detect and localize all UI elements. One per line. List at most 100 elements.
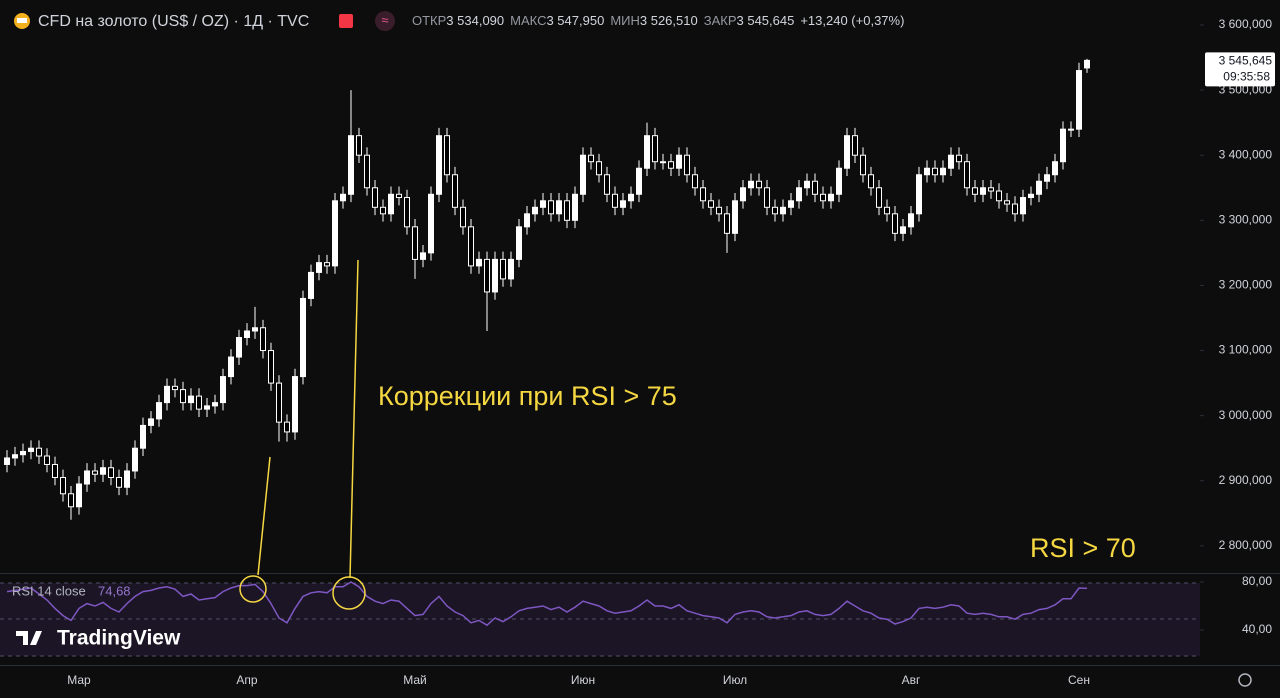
candle-body <box>820 193 826 202</box>
candle-body <box>484 258 490 293</box>
candle-body <box>716 206 722 215</box>
legend-value: 74,68 <box>98 583 131 598</box>
candle-body <box>444 135 450 176</box>
candle-body <box>660 161 666 164</box>
candle-body <box>1060 128 1066 163</box>
candle-body <box>740 187 746 202</box>
candle-body <box>252 327 258 332</box>
candle-body <box>908 213 914 228</box>
candle-body <box>276 382 282 423</box>
candle-body <box>1076 70 1082 130</box>
last-price-time: 09:35:58 <box>1223 70 1270 84</box>
y-tick-label: 3 300,000 <box>1219 212 1273 226</box>
candle-body <box>644 135 650 169</box>
candle-body <box>620 200 626 208</box>
candle-body <box>468 226 474 267</box>
candle-body <box>812 180 818 195</box>
candle-body <box>364 154 370 189</box>
candle-body <box>996 190 1002 202</box>
rsi-line <box>6 581 1088 627</box>
legend-name: RSI 14 close <box>12 583 86 598</box>
candle-body <box>460 206 466 228</box>
candle-body <box>796 187 802 202</box>
candle-body <box>428 193 434 254</box>
candle-body <box>548 200 554 215</box>
candle-body <box>916 174 922 215</box>
candle-body <box>92 470 98 475</box>
logo-icon <box>16 631 42 645</box>
indicator-icon <box>375 11 395 31</box>
candle-body <box>668 161 674 169</box>
candle-body <box>764 187 770 208</box>
ohlc-value: 3 547,950 <box>546 13 604 28</box>
candle-body <box>772 206 778 215</box>
candle-body <box>220 376 226 404</box>
candle-body <box>44 455 50 465</box>
candle-body <box>876 187 882 208</box>
x-tick-label: Сен <box>1068 673 1090 687</box>
pointer-line <box>349 259 359 579</box>
candle-body <box>524 213 530 228</box>
logo: TradingView <box>57 627 181 650</box>
candle-body <box>684 154 690 176</box>
annotation: RSI > 70 <box>1030 533 1136 563</box>
candle-body <box>124 470 130 488</box>
candle-body <box>700 187 706 202</box>
candle-body <box>532 206 538 215</box>
candle-body <box>244 330 250 339</box>
candle-body <box>780 206 786 215</box>
symbol-icon-bar <box>17 18 27 23</box>
candle-body <box>836 167 842 195</box>
y-tick-label: 40,00 <box>1242 622 1272 636</box>
candle-body <box>948 154 954 169</box>
candle-body <box>508 258 514 280</box>
highlight-circle <box>239 575 267 603</box>
candle-body <box>36 447 42 457</box>
candle-body <box>1020 197 1026 215</box>
candle-body <box>52 463 58 478</box>
candle-body <box>500 258 506 280</box>
candle-body <box>132 447 138 472</box>
candle-body <box>164 385 170 404</box>
candle-body <box>228 356 234 378</box>
candle-body <box>980 187 986 195</box>
candle-body <box>1044 174 1050 182</box>
settings-icon[interactable] <box>1238 673 1252 687</box>
candle-body <box>572 193 578 221</box>
candle-body <box>1036 180 1042 195</box>
candle-body <box>1068 128 1074 131</box>
y-tick-label: 3 600,000 <box>1219 17 1273 31</box>
candle-body <box>492 258 498 293</box>
candle-body <box>732 200 738 234</box>
candle-body <box>852 135 858 156</box>
y-tick-label: 3 400,000 <box>1219 147 1273 161</box>
y-tick-label: 2 800,000 <box>1219 538 1273 552</box>
candle-body <box>236 337 242 358</box>
y-tick-label: 2 900,000 <box>1219 473 1273 487</box>
candle-body <box>12 454 18 459</box>
candle-body <box>284 421 290 433</box>
candle-body <box>884 206 890 215</box>
y-tick-label: 3 000,000 <box>1219 408 1273 422</box>
candle-body <box>1084 59 1090 69</box>
candle-body <box>1012 203 1018 215</box>
candle-body <box>804 180 810 189</box>
last-price-label: 3 545,645 <box>1219 54 1273 68</box>
ohlc-name: МАКС <box>510 13 546 28</box>
candle-body <box>564 200 570 221</box>
candle-body <box>268 350 274 384</box>
candle-body <box>556 200 562 215</box>
last-price-tag <box>1205 52 1275 87</box>
candle-body <box>116 476 122 488</box>
candle-body <box>180 389 186 404</box>
candle-body <box>1004 200 1010 205</box>
candle-body <box>412 226 418 260</box>
ohlc-value: 3 534,090 <box>446 13 504 28</box>
x-tick-label: Авг <box>902 673 921 687</box>
candle-body <box>476 258 482 267</box>
candle-body <box>60 476 66 495</box>
ohlc-name: ЗАКР <box>704 13 737 28</box>
candle-body <box>708 200 714 208</box>
